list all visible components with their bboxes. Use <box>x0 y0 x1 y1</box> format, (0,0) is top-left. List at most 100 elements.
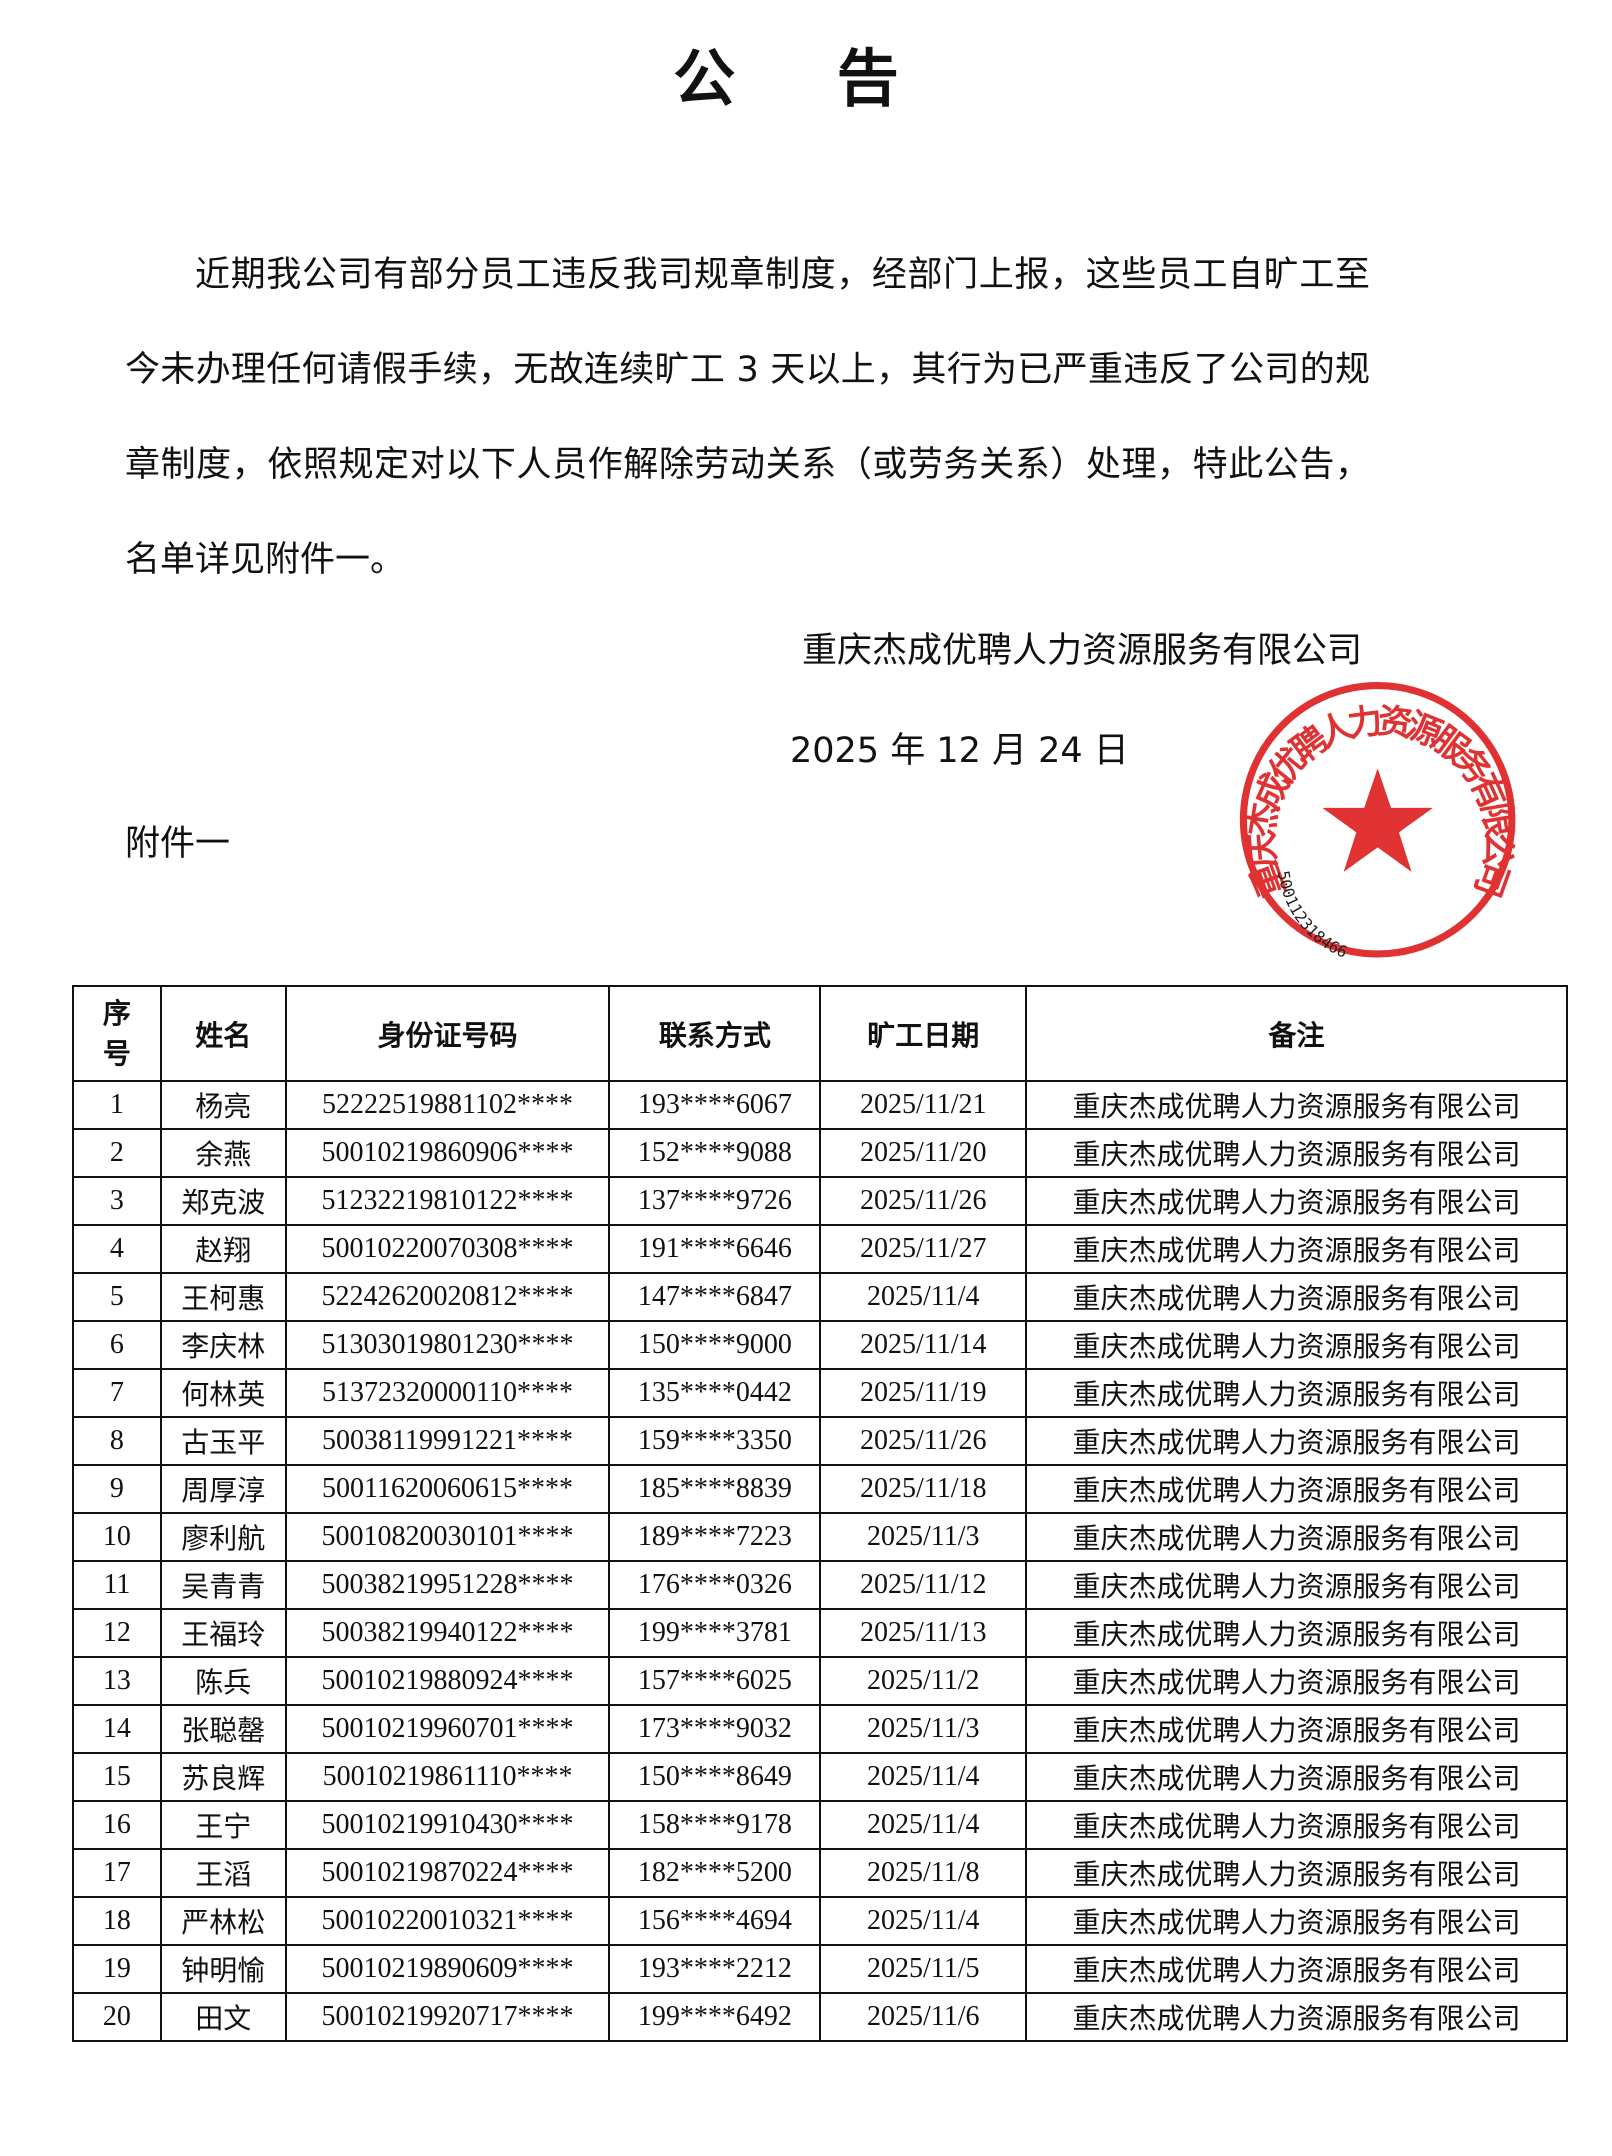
table-row: 7 何林英 51372320000110**** 135****0442 2025/11… <box>72 1368 1568 1418</box>
cell-seq: 8 <box>72 1416 162 1466</box>
cell-name: 吴青青 <box>159 1560 287 1610</box>
cell-contact: 191****6646 <box>608 1224 822 1274</box>
table-row: 16 王宁 50010219910430**** 158****9178 2025/11… <box>72 1800 1568 1850</box>
cell-name: 严林松 <box>159 1896 287 1946</box>
cell-remarks: 重庆杰成优聘人力资源服务有限公司 <box>1025 1896 1568 1946</box>
cell-contact: 156****4694 <box>608 1896 822 1946</box>
table-row: 13 陈兵 50010219880924**** 157****6025 2025/11… <box>72 1656 1568 1706</box>
cell-id-number: 50010220070308**** <box>284 1224 611 1274</box>
cell-absence-date: 2025/11/19 <box>819 1368 1028 1418</box>
cell-contact: 135****0442 <box>608 1368 822 1418</box>
cell-remarks: 重庆杰成优聘人力资源服务有限公司 <box>1025 1128 1568 1178</box>
cell-name: 廖利航 <box>159 1512 287 1562</box>
cell-absence-date: 2025/11/6 <box>819 1992 1028 2042</box>
cell-remarks: 重庆杰成优聘人力资源服务有限公司 <box>1025 1848 1568 1898</box>
table-row: 6 李庆林 51303019801230**** 150****9000 2025/11… <box>72 1320 1568 1370</box>
cell-contact: 159****3350 <box>608 1416 822 1466</box>
cell-remarks: 重庆杰成优聘人力资源服务有限公司 <box>1025 1320 1568 1370</box>
cell-id-number: 50038219940122**** <box>284 1608 611 1658</box>
cell-seq: 15 <box>72 1752 162 1802</box>
cell-name: 周厚淳 <box>159 1464 287 1514</box>
cell-contact: 199****3781 <box>608 1608 822 1658</box>
table-row: 20 田文 50010219920717**** 199****6492 2025/11… <box>72 1992 1568 2042</box>
cell-contact: 158****9178 <box>608 1800 822 1850</box>
cell-absence-date: 2025/11/4 <box>819 1896 1028 1946</box>
table-row: 10 廖利航 50010820030101**** 189****7223 2025/1… <box>72 1512 1568 1562</box>
table-row: 1 杨亮 52222519881102**** 193****6067 2025/11/… <box>72 1080 1568 1130</box>
table-row: 5 王柯惠 52242620020812**** 147****6847 2025/11… <box>72 1272 1568 1322</box>
cell-name: 陈兵 <box>159 1656 287 1706</box>
cell-id-number: 50010219880924**** <box>284 1656 611 1706</box>
cell-seq: 11 <box>72 1560 162 1610</box>
cell-id-number: 50010820030101**** <box>284 1512 611 1562</box>
cell-contact: 147****6847 <box>608 1272 822 1322</box>
table-row: 3 郑克波 51232219810122**** 137****9726 2025/11… <box>72 1176 1568 1226</box>
cell-id-number: 50011620060615**** <box>284 1464 611 1514</box>
cell-id-number: 52242620020812**** <box>284 1272 611 1322</box>
table-row: 17 王滔 50010219870224**** 182****5200 2025/11… <box>72 1848 1568 1898</box>
cell-absence-date: 2025/11/21 <box>819 1080 1028 1130</box>
cell-remarks: 重庆杰成优聘人力资源服务有限公司 <box>1025 1080 1568 1130</box>
notice-title: 公 告 <box>673 42 939 115</box>
cell-remarks: 重庆杰成优聘人力资源服务有限公司 <box>1025 1176 1568 1226</box>
cell-name: 王柯惠 <box>159 1272 287 1322</box>
cell-name: 苏良辉 <box>159 1752 287 1802</box>
cell-id-number: 50038219951228**** <box>284 1560 611 1610</box>
dismissal-table: 序号 姓名 身份证号码 联系方式 旷工日期 备注 1 杨亮 522225198811… <box>72 985 1568 2042</box>
cell-remarks: 重庆杰成优聘人力资源服务有限公司 <box>1025 1224 1568 1274</box>
annex-label: 附件一 <box>125 824 231 864</box>
header-name: 姓名 <box>159 985 287 1082</box>
cell-remarks: 重庆杰成优聘人力资源服务有限公司 <box>1025 1992 1568 2042</box>
cell-absence-date: 2025/11/18 <box>819 1464 1028 1514</box>
table-row: 4 赵翔 50010220070308**** 191****6646 2025/11/… <box>72 1224 1568 1274</box>
cell-absence-date: 2025/11/2 <box>819 1656 1028 1706</box>
cell-remarks: 重庆杰成优聘人力资源服务有限公司 <box>1025 1944 1568 1994</box>
cell-name: 钟明愉 <box>159 1944 287 1994</box>
cell-seq: 17 <box>72 1848 162 1898</box>
table-header-row: 序号 姓名 身份证号码 联系方式 旷工日期 备注 <box>72 985 1568 1082</box>
cell-absence-date: 2025/11/3 <box>819 1512 1028 1562</box>
cell-id-number: 50038119991221**** <box>284 1416 611 1466</box>
cell-name: 李庆林 <box>159 1320 287 1370</box>
seal-number: 500112318466 <box>1274 869 1350 961</box>
table-row: 19 钟明愉 50010219890609**** 193****2212 2025/1… <box>72 1944 1568 1994</box>
signature-company: 重庆杰成优聘人力资源服务有限公司 <box>801 631 1362 671</box>
cell-name: 赵翔 <box>159 1224 287 1274</box>
header-id-number: 身份证号码 <box>284 985 611 1082</box>
cell-absence-date: 2025/11/3 <box>819 1704 1028 1754</box>
cell-seq: 6 <box>72 1320 162 1370</box>
cell-name: 张聪罄 <box>159 1704 287 1754</box>
cell-absence-date: 2025/11/20 <box>819 1128 1028 1178</box>
cell-name: 王福玲 <box>159 1608 287 1658</box>
cell-contact: 152****9088 <box>608 1128 822 1178</box>
cell-remarks: 重庆杰成优聘人力资源服务有限公司 <box>1025 1368 1568 1418</box>
cell-name: 何林英 <box>159 1368 287 1418</box>
cell-name: 王滔 <box>159 1848 287 1898</box>
cell-absence-date: 2025/11/14 <box>819 1320 1028 1370</box>
cell-absence-date: 2025/11/27 <box>819 1224 1028 1274</box>
cell-id-number: 50010219960701**** <box>284 1704 611 1754</box>
cell-contact: 182****5200 <box>608 1848 822 1898</box>
cell-contact: 193****6067 <box>608 1080 822 1130</box>
star-icon <box>1322 768 1433 872</box>
cell-contact: 199****6492 <box>608 1992 822 2042</box>
cell-name: 田文 <box>159 1992 287 2042</box>
cell-contact: 189****7223 <box>608 1512 822 1562</box>
cell-remarks: 重庆杰成优聘人力资源服务有限公司 <box>1025 1464 1568 1514</box>
cell-seq: 16 <box>72 1800 162 1850</box>
table-row: 9 周厚淳 50011620060615**** 185****8839 2025/11… <box>72 1464 1568 1514</box>
cell-seq: 3 <box>72 1176 162 1226</box>
cell-absence-date: 2025/11/4 <box>819 1752 1028 1802</box>
cell-id-number: 51232219810122**** <box>284 1176 611 1226</box>
cell-remarks: 重庆杰成优聘人力资源服务有限公司 <box>1025 1416 1568 1466</box>
cell-name: 余燕 <box>159 1128 287 1178</box>
cell-id-number: 50010219890609**** <box>284 1944 611 1994</box>
cell-absence-date: 2025/11/13 <box>819 1608 1028 1658</box>
header-seq-label: 序号 <box>102 996 131 1070</box>
cell-seq: 19 <box>72 1944 162 1994</box>
cell-seq: 1 <box>72 1080 162 1130</box>
cell-contact: 173****9032 <box>608 1704 822 1754</box>
cell-absence-date: 2025/11/26 <box>819 1416 1028 1466</box>
cell-seq: 12 <box>72 1608 162 1658</box>
notice-paragraph: 近期我公司有部分员工违反我司规章制度，经部门上报，这些员工自旷工至今未办理任何请… <box>125 255 1370 580</box>
